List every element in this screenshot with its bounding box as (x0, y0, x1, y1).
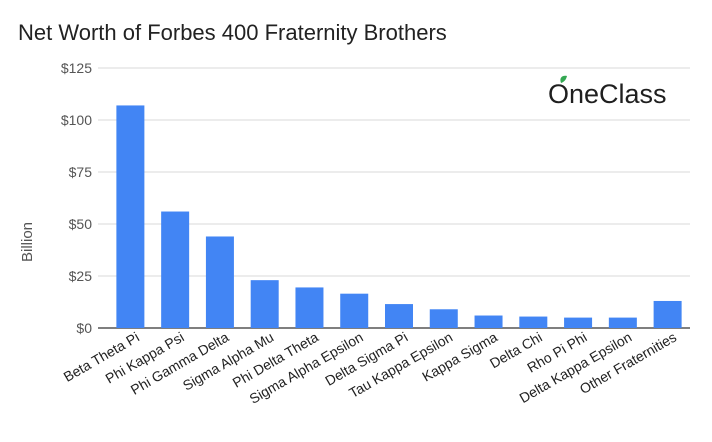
y-axis-ticks: $0 $25 $50 $75 $100 $125 (61, 60, 92, 336)
y-tick-label: $75 (69, 164, 93, 180)
y-tick-label: $50 (69, 216, 93, 232)
bars (116, 105, 682, 328)
bar (429, 309, 458, 328)
leaf-icon (560, 75, 567, 83)
bar (250, 280, 279, 328)
logo-text: OneClass (548, 79, 667, 109)
bar (116, 105, 145, 328)
y-tick-label: $0 (76, 320, 92, 336)
chart-title: Net Worth of Forbes 400 Fraternity Broth… (18, 20, 447, 45)
bar (608, 317, 637, 328)
bar (564, 317, 593, 328)
bar (295, 287, 324, 328)
bar (519, 316, 548, 328)
y-tick-label: $125 (61, 60, 92, 76)
bar (161, 211, 190, 328)
bar (340, 293, 369, 328)
bar (205, 236, 234, 328)
y-tick-label: $25 (69, 268, 93, 284)
bar (653, 300, 682, 328)
oneclass-logo: OneClass (548, 75, 667, 109)
y-tick-label: $100 (61, 112, 92, 128)
y-axis-label: Billion (19, 222, 36, 262)
bar (474, 315, 503, 328)
bar (385, 304, 413, 328)
